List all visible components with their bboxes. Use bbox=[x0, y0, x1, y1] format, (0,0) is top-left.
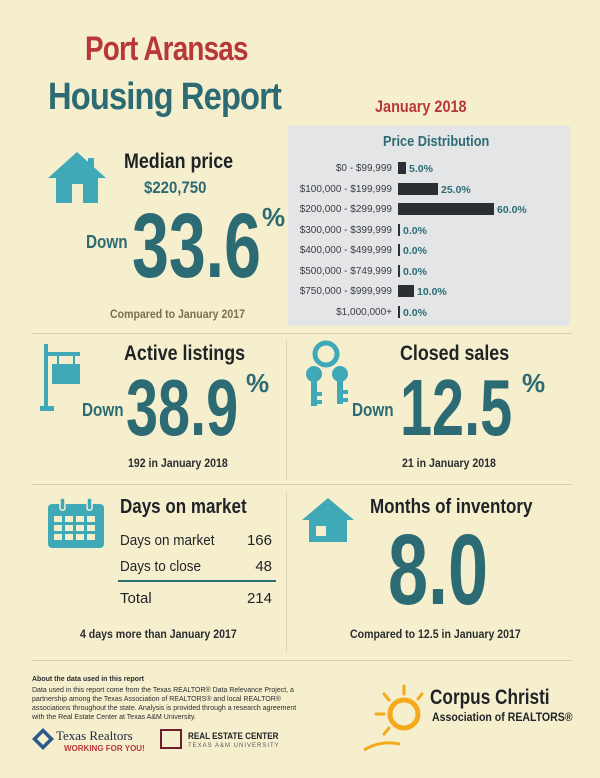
keys-icon bbox=[304, 340, 364, 415]
price-bar bbox=[398, 162, 406, 174]
price-bar-value: 0.0% bbox=[403, 245, 427, 257]
divider bbox=[32, 333, 572, 334]
closed-sales-label: Closed sales bbox=[400, 342, 510, 365]
price-range-label: $500,000 - $749,999 bbox=[299, 265, 392, 277]
price-bar bbox=[398, 264, 400, 277]
inventory-note: Compared to 12.5 in January 2017 bbox=[350, 627, 521, 641]
inventory-label: Months of inventory bbox=[370, 496, 533, 518]
report-date: January 2018 bbox=[375, 97, 467, 116]
corpus-christi-name: Corpus Christi bbox=[430, 686, 550, 709]
for-sale-sign-icon bbox=[38, 342, 86, 417]
closed-note: 21 in January 2018 bbox=[402, 456, 496, 470]
price-bar bbox=[398, 203, 494, 215]
active-note: 192 in January 2018 bbox=[128, 456, 228, 470]
price-bar-value: 5.0% bbox=[409, 163, 433, 175]
report-title: Housing Report bbox=[48, 76, 282, 118]
price-bar bbox=[398, 244, 400, 256]
corpus-christi-assoc: Association of REALTORS® bbox=[432, 710, 573, 724]
house-icon bbox=[46, 150, 108, 210]
price-bar-value: 0.0% bbox=[403, 265, 427, 278]
city-title: Port Aransas bbox=[85, 30, 248, 68]
inventory-value: 8.0 bbox=[388, 514, 489, 626]
footer-text: Data used in this report come from the T… bbox=[32, 687, 297, 721]
price-bar-value: 60.0% bbox=[497, 204, 527, 216]
tamu-center-name: REAL ESTATE CENTER bbox=[188, 731, 279, 741]
dom-total-rule bbox=[118, 580, 276, 582]
tamu-logo bbox=[160, 729, 182, 749]
dom-row-1-value: 166 bbox=[246, 532, 272, 549]
price-range-label: $100,000 - $199,999 bbox=[299, 183, 392, 195]
inventory-house-icon bbox=[300, 496, 356, 549]
dom-total-name: Total bbox=[120, 590, 152, 607]
median-note: Compared to January 2017 bbox=[110, 307, 245, 321]
dom-row-2-value: 48 bbox=[255, 558, 272, 575]
closed-change: 12.5 bbox=[400, 363, 513, 452]
closed-pct-sign: % bbox=[522, 368, 546, 398]
dom-total-value: 214 bbox=[246, 590, 272, 607]
texas-realtors-logo bbox=[32, 728, 54, 755]
price-bar-value: 10.0% bbox=[417, 286, 447, 298]
median-pct-sign: % bbox=[262, 202, 286, 232]
price-distribution-panel bbox=[288, 126, 570, 326]
price-bar-value: 0.0% bbox=[403, 224, 427, 237]
active-listings-label: Active listings bbox=[124, 342, 246, 365]
median-change: 33.6 bbox=[132, 195, 261, 297]
price-range-label: $300,000 - $399,999 bbox=[299, 224, 392, 236]
dom-row-1-name: Days on market bbox=[120, 532, 215, 549]
median-direction: Down bbox=[86, 232, 128, 252]
sun-logo-icon bbox=[360, 680, 434, 761]
dom-note: 4 days more than January 2017 bbox=[80, 627, 237, 641]
divider bbox=[32, 660, 572, 661]
days-on-market-label: Days on market bbox=[120, 496, 247, 518]
dom-row-2-name: Days to close bbox=[120, 558, 202, 575]
price-bar bbox=[398, 223, 400, 236]
divider bbox=[286, 492, 287, 652]
active-direction: Down bbox=[82, 400, 124, 420]
price-range-label: $200,000 - $299,999 bbox=[299, 204, 392, 215]
median-price-value: $220,750 bbox=[144, 178, 207, 197]
price-range-label: $400,000 - $499,999 bbox=[299, 245, 392, 256]
price-range-label: $0 - $99,999 bbox=[335, 163, 392, 174]
calendar-icon bbox=[46, 496, 106, 555]
texas-realtors-name: Texas Realtors bbox=[56, 728, 133, 743]
footer-heading: About the data used in this report bbox=[32, 676, 145, 683]
texas-realtors-tagline: WORKING FOR YOU! bbox=[64, 744, 145, 753]
price-bar bbox=[398, 182, 438, 195]
price-bar bbox=[398, 305, 400, 318]
price-bar bbox=[398, 285, 414, 297]
price-bar-value: 25.0% bbox=[441, 183, 471, 196]
tamu-university: TEXAS A&M UNIVERSITY bbox=[188, 743, 280, 749]
active-pct-sign: % bbox=[246, 368, 270, 398]
price-distribution-title: Price Distribution bbox=[383, 133, 490, 150]
closed-direction: Down bbox=[352, 400, 394, 420]
price-range-label: $750,000 - $999,999 bbox=[299, 286, 392, 297]
price-bar-value: 0.0% bbox=[403, 306, 427, 319]
divider bbox=[32, 484, 572, 485]
median-price-label: Median price bbox=[124, 150, 234, 173]
divider bbox=[286, 340, 287, 480]
price-range-label: $1,000,000+ bbox=[336, 306, 392, 318]
active-change: 38.9 bbox=[126, 363, 239, 452]
